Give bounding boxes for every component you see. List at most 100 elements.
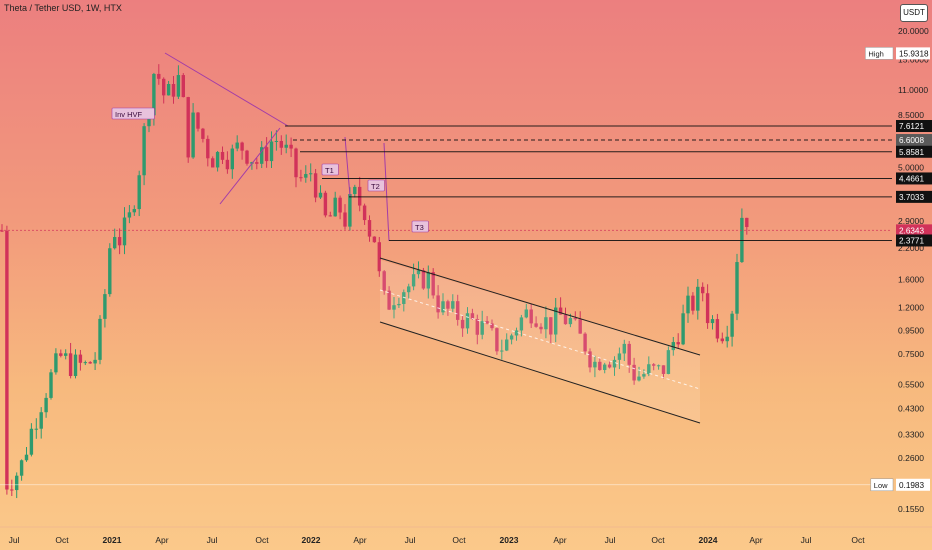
candle-body bbox=[122, 217, 127, 246]
hvf-upper-line bbox=[164, 52, 289, 127]
x-tick-label: Jul bbox=[9, 535, 20, 545]
candle-body bbox=[701, 286, 705, 294]
candle-body bbox=[5, 230, 9, 490]
candle-body bbox=[235, 142, 239, 149]
candle-body bbox=[29, 428, 34, 455]
y-tick-label: 0.7500 bbox=[898, 349, 924, 359]
candle-body bbox=[132, 209, 136, 213]
annotation-label: T3 bbox=[415, 223, 424, 232]
y-tick-label: 0.5500 bbox=[898, 379, 924, 389]
candle-body bbox=[196, 112, 200, 129]
candle-body bbox=[505, 339, 509, 351]
candle-body bbox=[402, 292, 406, 304]
candle-body bbox=[147, 115, 151, 127]
x-tick-label: 2023 bbox=[500, 535, 519, 545]
candle-body bbox=[299, 177, 303, 179]
candle-body bbox=[720, 338, 724, 342]
candle-body bbox=[583, 333, 587, 352]
candle-body bbox=[460, 319, 465, 329]
candle-body bbox=[416, 270, 421, 275]
candle-body bbox=[98, 318, 102, 360]
candle-body bbox=[451, 301, 455, 309]
candle-body bbox=[176, 75, 181, 97]
channel-mid-line bbox=[379, 289, 701, 390]
extreme-flag-value: 0.1983 bbox=[899, 481, 924, 490]
y-tick-label: 0.4300 bbox=[898, 404, 924, 414]
candle-body bbox=[245, 150, 249, 164]
candle-body bbox=[617, 353, 622, 360]
y-tick-label: 20.0000 bbox=[898, 26, 929, 36]
annotation-box bbox=[321, 163, 339, 176]
candle-body bbox=[681, 313, 685, 345]
annotation-box bbox=[367, 179, 385, 192]
candle-body bbox=[304, 174, 308, 178]
candle-body bbox=[333, 197, 337, 217]
level-price-value: 7.6121 bbox=[899, 122, 924, 131]
candle-body bbox=[152, 73, 156, 116]
candle-body bbox=[289, 144, 293, 149]
level-price-tag bbox=[896, 145, 932, 158]
extreme-flag-label bbox=[865, 47, 894, 60]
candle-body bbox=[509, 335, 514, 340]
candle-body bbox=[323, 192, 328, 216]
annotation-label: T2 bbox=[371, 182, 380, 191]
candle-body bbox=[309, 173, 313, 175]
hvf-lower-line bbox=[219, 127, 281, 205]
candle-body bbox=[622, 343, 626, 354]
candle-body bbox=[117, 237, 122, 246]
level-price-value: 4.4661 bbox=[899, 174, 924, 183]
candle-body bbox=[328, 215, 332, 217]
candle-body bbox=[19, 460, 24, 476]
candle-body bbox=[171, 84, 176, 97]
candle-body bbox=[274, 140, 279, 142]
y-tick-label: 2.2000 bbox=[898, 243, 924, 253]
candle-body bbox=[313, 173, 318, 198]
candle-body bbox=[34, 428, 38, 430]
candle-body bbox=[348, 194, 352, 227]
candle-body bbox=[162, 78, 166, 96]
annotation-box bbox=[411, 220, 429, 233]
candle-body bbox=[470, 313, 475, 320]
annotation-label: Inv HVF bbox=[115, 110, 143, 119]
candle-body bbox=[647, 364, 651, 375]
x-tick-label: Oct bbox=[255, 535, 269, 545]
candle-body bbox=[39, 412, 43, 429]
candle-body bbox=[137, 175, 141, 210]
candle-body bbox=[534, 323, 538, 327]
candle-body bbox=[710, 319, 715, 324]
candle-body bbox=[514, 330, 519, 336]
candle-body bbox=[318, 192, 323, 198]
candle-body bbox=[735, 262, 739, 314]
candle-body bbox=[652, 364, 656, 366]
candle-body bbox=[73, 354, 78, 377]
candle-body bbox=[294, 148, 298, 178]
candle-body bbox=[691, 295, 695, 311]
candle-body bbox=[240, 142, 244, 151]
candle-body bbox=[519, 317, 524, 331]
y-tick-label: 2.9000 bbox=[898, 216, 924, 226]
candle-body bbox=[59, 353, 63, 356]
currency-button[interactable]: USDT bbox=[900, 4, 928, 22]
candle-body bbox=[211, 158, 215, 168]
channel-lower-line bbox=[379, 321, 701, 424]
candle-body bbox=[392, 305, 396, 310]
extreme-flag-value-box bbox=[896, 478, 930, 491]
x-tick-label: 2021 bbox=[103, 535, 122, 545]
candle-body bbox=[24, 454, 29, 461]
x-tick-label: Jul bbox=[605, 535, 616, 545]
candle-body bbox=[671, 342, 675, 351]
candle-body bbox=[593, 361, 597, 368]
candle-body bbox=[696, 286, 700, 311]
y-tick-label: 1.6000 bbox=[898, 274, 924, 284]
y-tick-label: 0.1550 bbox=[898, 504, 924, 514]
candle-body bbox=[421, 270, 426, 289]
level-price-tag bbox=[896, 172, 932, 185]
candle-body bbox=[230, 148, 234, 170]
y-tick-label: 11.0000 bbox=[898, 85, 928, 95]
candles-group bbox=[0, 64, 749, 499]
candle-body bbox=[603, 364, 607, 370]
candle-body bbox=[78, 354, 83, 363]
y-tick-label: 0.2600 bbox=[898, 453, 924, 463]
